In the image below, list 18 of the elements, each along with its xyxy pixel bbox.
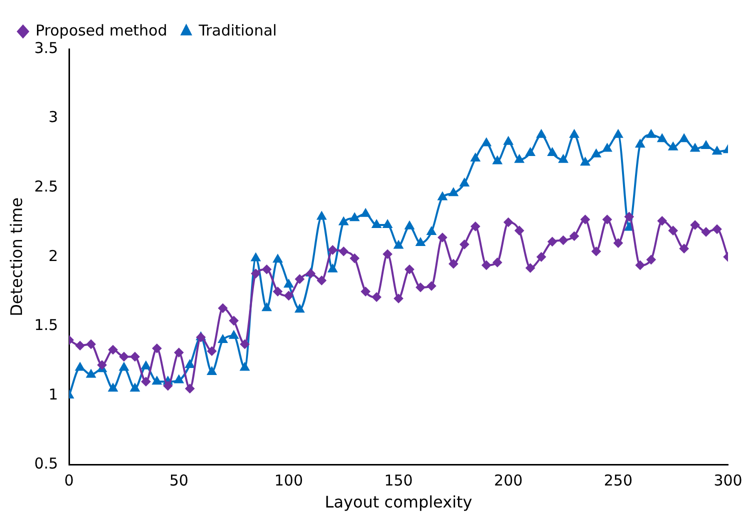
y-tick-label: 1	[48, 385, 58, 404]
x-tick-label: 50	[169, 472, 188, 490]
y-tick-label: 2	[48, 246, 58, 265]
y-tick-label: 1.5	[34, 316, 58, 334]
x-tick-label: 200	[494, 472, 523, 490]
y-tick-label: 2.5	[34, 177, 58, 196]
legend-label: Proposed method	[36, 21, 168, 40]
y-tick-label: 3.5	[34, 38, 58, 57]
y-axis-title: Detection time	[6, 197, 26, 316]
x-tick-label: 0	[64, 472, 74, 490]
x-tick-label: 150	[384, 472, 413, 490]
x-tick-label: 100	[274, 472, 304, 490]
x-axis-title: Layout complexity	[324, 492, 472, 512]
x-tick-label: 250	[604, 472, 632, 490]
y-tick-label: 3	[48, 108, 58, 126]
y-tick-label: 0.5	[34, 454, 58, 473]
legend-label: Traditional	[198, 21, 277, 40]
x-tick-label: 300	[714, 472, 742, 490]
